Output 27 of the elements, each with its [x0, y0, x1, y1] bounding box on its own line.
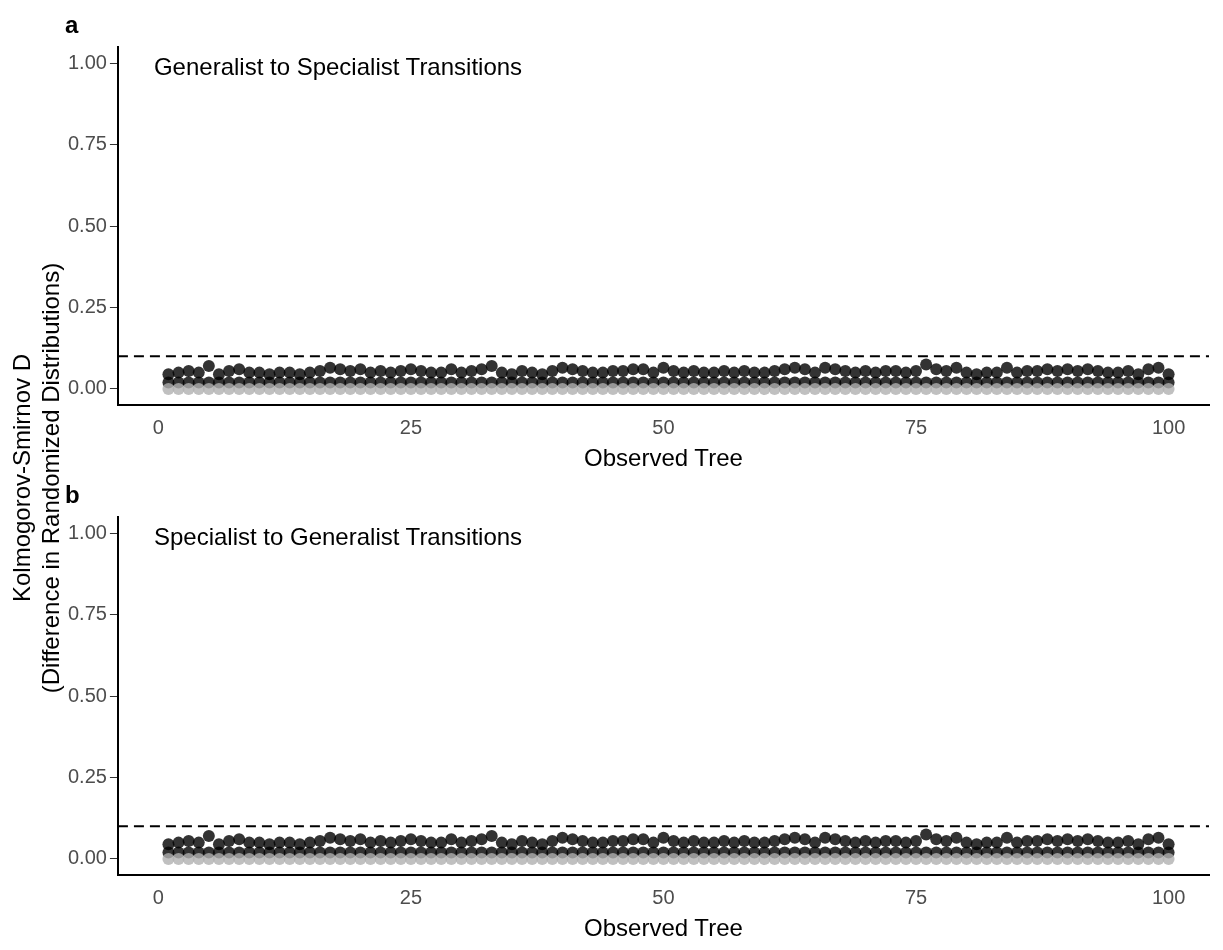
chart-title: a [65, 11, 79, 39]
y-tick-label: 1.00 [67, 520, 107, 543]
y-tick-label: 0.75 [67, 132, 107, 155]
x-tick-label: 50 [652, 885, 675, 908]
x-tick-label: 0 [152, 415, 164, 438]
x-tick-label: 50 [652, 415, 675, 438]
x-tick-label: 75 [904, 885, 928, 908]
y-axis-title: Kolmogorov-Smirnov D (Difference in Randomized Distributions) [7, 262, 65, 694]
y-tick-label: 0.25 [67, 764, 107, 787]
x-tick-label: 100 [1151, 885, 1186, 908]
y-tick-label: 0.25 [67, 294, 107, 317]
x-axis-title: Observed Tree [584, 444, 743, 472]
y-tick-label: 1.00 [67, 50, 107, 73]
x-tick-label: 0 [152, 885, 164, 908]
annotation: Specialist to Generalist Transitions [153, 523, 523, 551]
x-axis-title: Observed Tree [584, 914, 743, 942]
annotation: Generalist to Specialist Transitions [153, 53, 523, 81]
y-tick-label: 0.00 [67, 846, 107, 869]
y-tick-label: 0.00 [67, 376, 107, 399]
chart-title: b [65, 481, 80, 509]
y-tick-label: 0.50 [67, 683, 107, 706]
y-tick-label: 0.50 [67, 213, 107, 236]
x-tick-label: 25 [399, 415, 423, 438]
x-tick-label: 100 [1151, 415, 1186, 438]
x-tick-label: 75 [904, 415, 928, 438]
y-tick-label: 0.75 [67, 602, 107, 625]
x-tick-label: 25 [399, 885, 423, 908]
